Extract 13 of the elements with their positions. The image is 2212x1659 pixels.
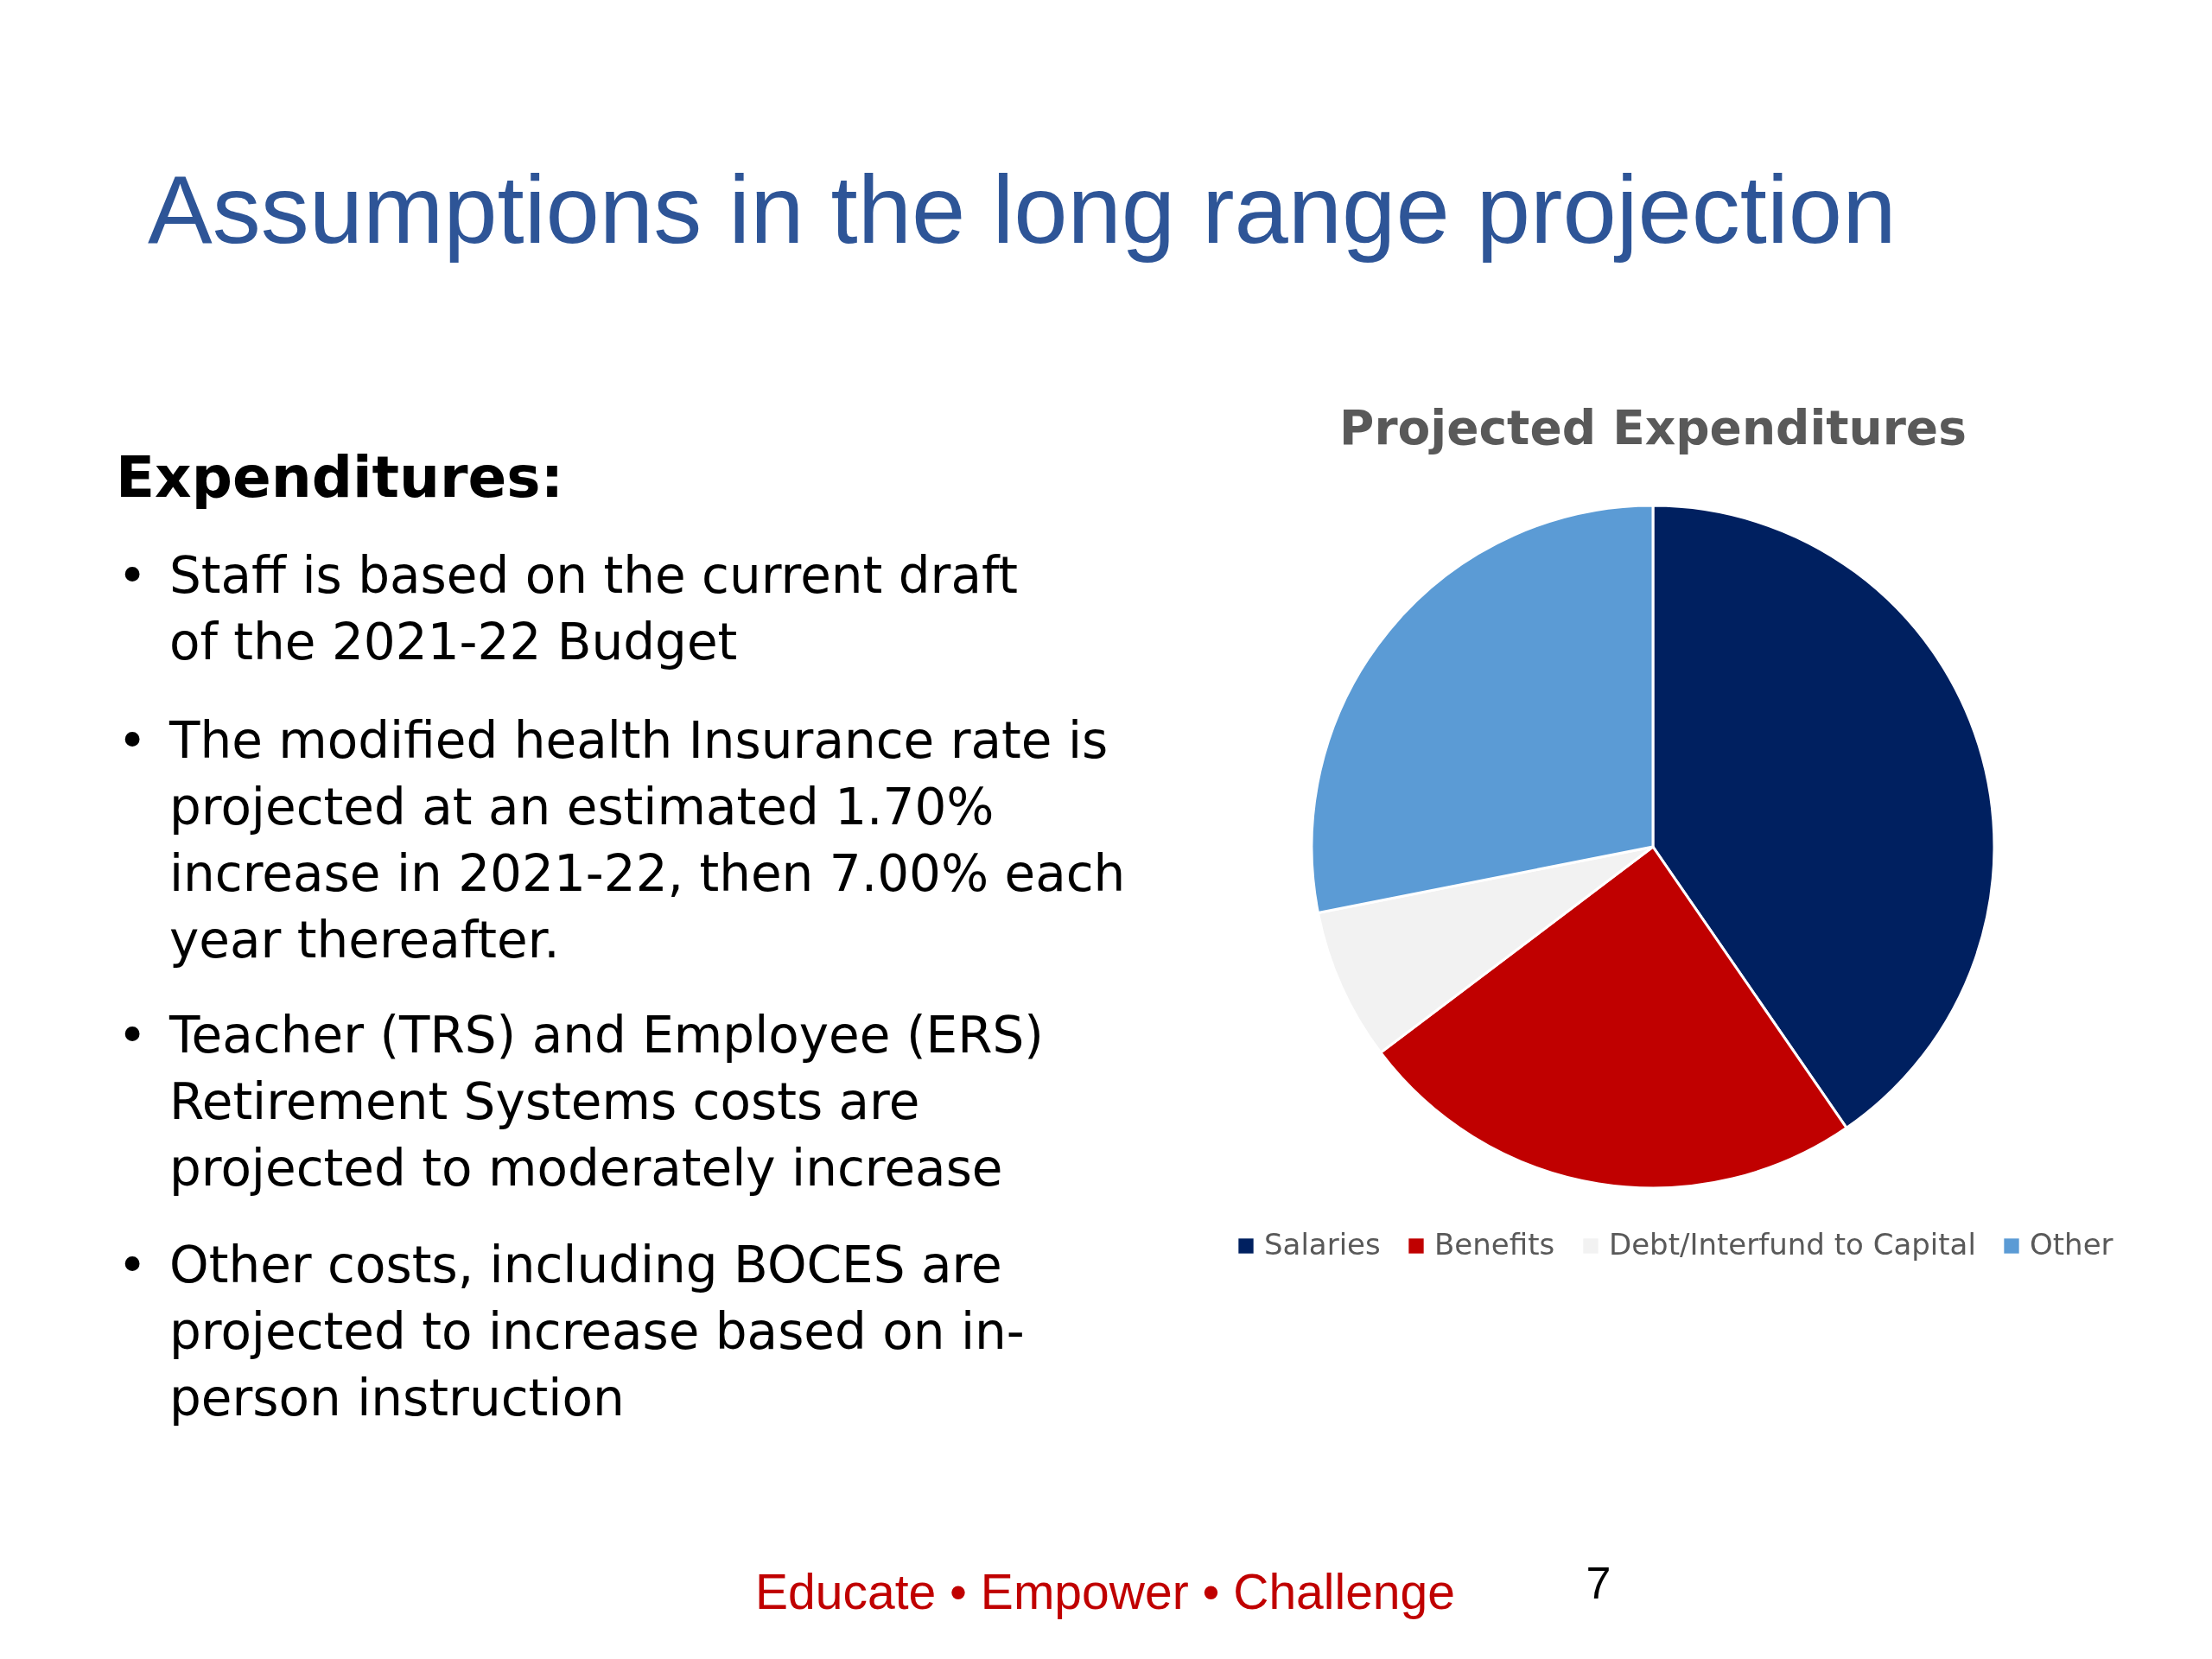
- text: • Teacher (TRS) and Employee (ERS) Retirement Systems costs are projected to moderately increase: [118, 1006, 1044, 1198]
- text: Expenditures:: [116, 444, 564, 511]
- text: Assumptions in the long range projection: [148, 156, 1897, 264]
- chart-title: Projected Expenditures: [1339, 400, 1967, 455]
- legend-label: Other: [2030, 1227, 2113, 1262]
- legend-label: Benefits: [1434, 1227, 1555, 1262]
- text: Educate • Empower • Challenge: [755, 1564, 1455, 1619]
- legend-label: Salaries: [1264, 1227, 1381, 1262]
- text: • The modified health Insurance rate is projected at an estimated 1.70% increase in 2021-22, then 7.00% each year thereafter.: [118, 711, 1126, 969]
- legend-label: Debt/Interfund to Capital: [1609, 1227, 1976, 1262]
- text: • Staff is based on the current draft of the 2021-22 Budget: [118, 546, 1019, 671]
- text: • Other costs, including BOCES are projected to increase based on in-person instruction: [118, 1236, 1025, 1427]
- text: 7: [1586, 1558, 1611, 1608]
